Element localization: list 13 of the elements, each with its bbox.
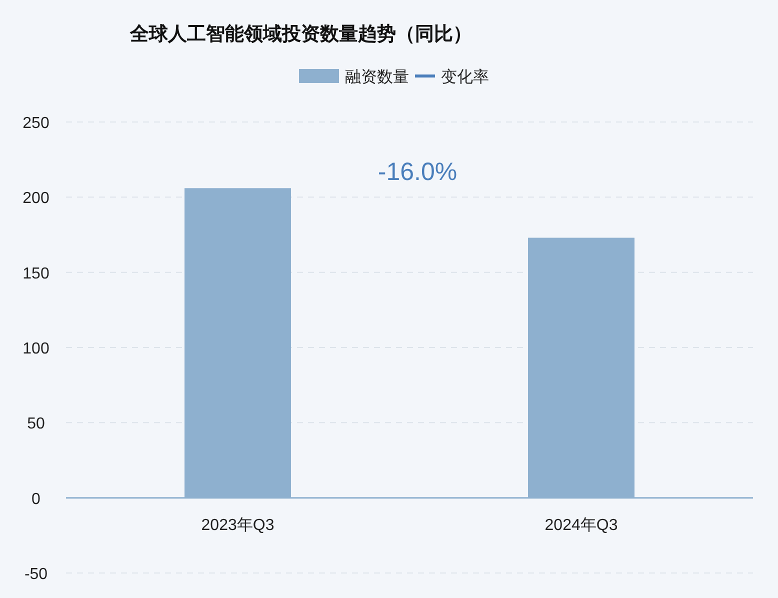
y-tick-label: 50 <box>27 416 45 433</box>
y-tick-label: 250 <box>22 115 50 132</box>
x-tick-label: 2023年Q3 <box>201 516 274 534</box>
chart-title: 全球人工智能领域投资数量趋势（同比） <box>129 23 472 45</box>
y-tick-label: 150 <box>22 265 50 282</box>
legend-label: 融资数量 <box>345 68 409 86</box>
y-tick-label: 200 <box>22 190 50 208</box>
annotation: -16.0% <box>378 158 458 186</box>
y-tick-label: -50 <box>24 566 48 583</box>
y-tick-label: 0 <box>32 490 41 508</box>
y-tick-label: 100 <box>22 340 50 358</box>
legend-label: 变化率 <box>441 68 489 86</box>
x-tick-label: 2024年Q3 <box>544 516 618 534</box>
